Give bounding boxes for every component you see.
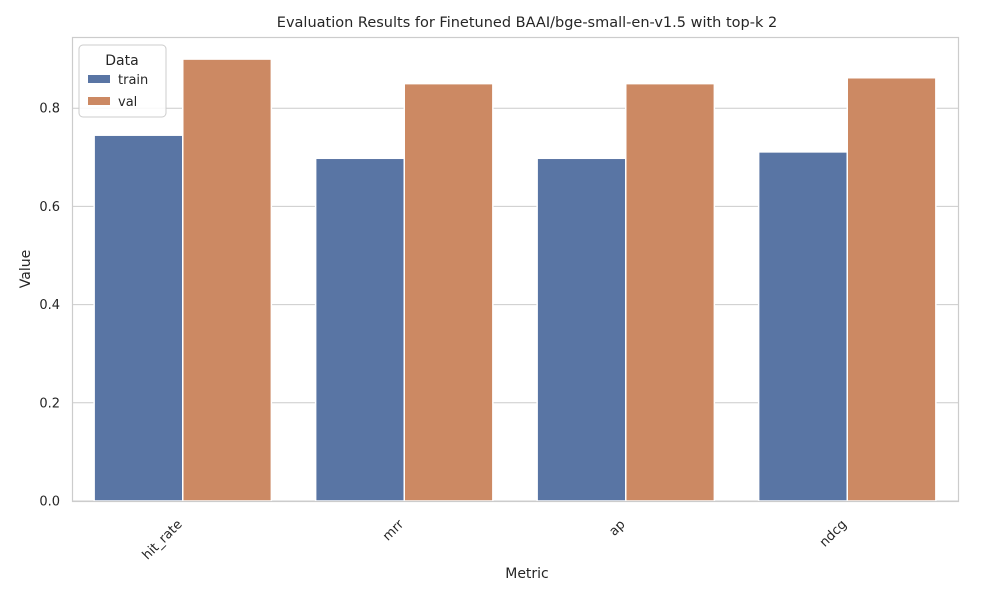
y-tick-label: 0.0 <box>39 495 60 510</box>
y-tick-label: 0.2 <box>39 396 60 411</box>
x-tick-label-mrr: mrr <box>380 517 407 544</box>
bar-train-mrr <box>314 157 405 502</box>
x-axis-label: Metric <box>505 566 549 582</box>
x-tick-label-ndcg: ndcg <box>817 517 850 550</box>
bars <box>93 58 937 502</box>
legend-swatch-train <box>88 75 110 83</box>
y-tick-label: 0.4 <box>39 298 60 313</box>
legend-title: Data <box>105 53 138 69</box>
bar-val-ndcg <box>846 77 937 502</box>
x-tick-label-hit_rate: hit_rate <box>140 517 186 563</box>
legend-label-val: val <box>118 95 137 110</box>
bar-val-mrr <box>403 82 494 502</box>
bar-val-hit_rate <box>182 58 273 502</box>
bar-train-ap <box>536 157 627 502</box>
bar-val-ap <box>625 82 716 502</box>
y-axis-ticks: 0.0 0.2 0.4 0.6 0.8 <box>39 102 60 510</box>
bar-train-ndcg <box>757 151 849 502</box>
legend-label-train: train <box>118 73 148 88</box>
legend: Data train val <box>78 44 167 118</box>
bar-train-hit_rate <box>93 134 184 502</box>
x-axis-ticks: hit_rate mrr ap ndcg <box>140 517 850 563</box>
y-tick-label: 0.6 <box>39 200 60 215</box>
x-tick-label-ap: ap <box>607 517 629 539</box>
legend-swatch-val <box>88 97 110 105</box>
y-axis-label: Value <box>18 250 34 288</box>
y-tick-label: 0.8 <box>39 102 60 117</box>
chart-title: Evaluation Results for Finetuned BAAI/bg… <box>277 15 777 31</box>
plot-frame <box>71 36 960 503</box>
